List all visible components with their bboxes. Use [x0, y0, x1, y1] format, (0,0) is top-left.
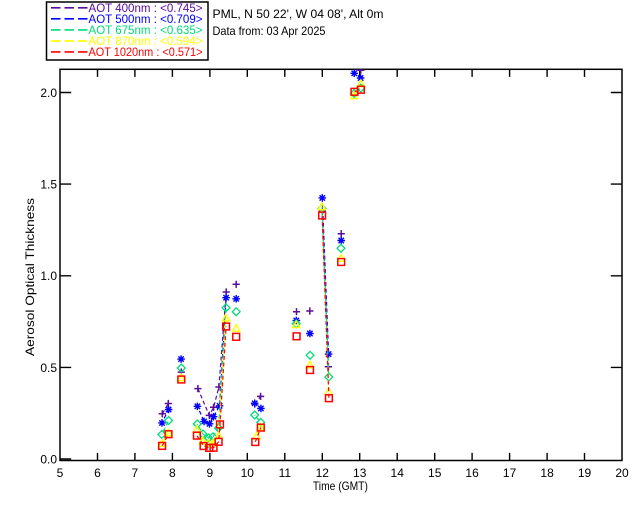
- svg-text:AOT 500nm : <0.709>: AOT 500nm : <0.709>: [89, 12, 203, 26]
- svg-text:1.5: 1.5: [40, 178, 57, 192]
- svg-text:5: 5: [57, 466, 64, 480]
- svg-text:12: 12: [316, 466, 330, 480]
- svg-text:13: 13: [353, 466, 367, 480]
- svg-text:15: 15: [428, 466, 442, 480]
- svg-text:Aerosol Optical Thickness: Aerosol Optical Thickness: [23, 198, 37, 356]
- svg-text:AOT 870nm : <0.594>: AOT 870nm : <0.594>: [89, 34, 203, 48]
- svg-text:7: 7: [132, 466, 139, 480]
- svg-text:10: 10: [241, 466, 255, 480]
- svg-text:AOT 1020nm : <0.571>: AOT 1020nm : <0.571>: [89, 45, 203, 59]
- svg-text:0.5: 0.5: [40, 361, 57, 375]
- svg-text:14: 14: [391, 466, 405, 480]
- svg-text:16: 16: [465, 466, 479, 480]
- svg-text:9: 9: [207, 466, 214, 480]
- svg-text:AOT 400nm : <0.745>: AOT 400nm : <0.745>: [89, 1, 203, 15]
- svg-text:6: 6: [94, 466, 101, 480]
- svg-text:0.0: 0.0: [40, 452, 57, 466]
- svg-text:PML, N 50 22', W 04 08', Alt 0: PML, N 50 22', W 04 08', Alt 0m: [213, 7, 384, 21]
- svg-text:20: 20: [615, 466, 629, 480]
- svg-text:19: 19: [578, 466, 592, 480]
- svg-text:18: 18: [540, 466, 554, 480]
- svg-text:AOT 675nm : <0.635>: AOT 675nm : <0.635>: [89, 23, 203, 37]
- svg-text:11: 11: [279, 466, 292, 480]
- svg-text:17: 17: [503, 466, 517, 480]
- svg-text:8: 8: [169, 466, 176, 480]
- svg-text:Data from: 03 Apr 2025: Data from: 03 Apr 2025: [213, 24, 326, 38]
- svg-text:Time (GMT): Time (GMT): [313, 479, 368, 493]
- svg-text:2.0: 2.0: [40, 86, 57, 100]
- svg-text:1.0: 1.0: [40, 269, 57, 283]
